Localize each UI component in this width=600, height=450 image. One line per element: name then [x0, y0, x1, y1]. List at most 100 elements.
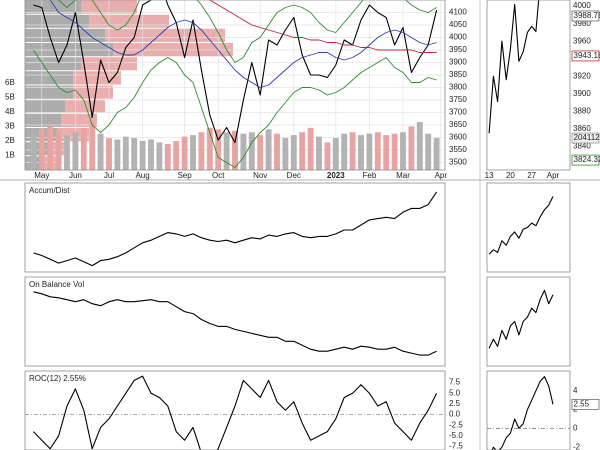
volume-bar	[30, 133, 37, 170]
volume-bar	[38, 129, 45, 170]
volume-bar	[324, 142, 331, 170]
x-tick-label: Nov	[253, 171, 267, 180]
volume-bar	[97, 133, 104, 170]
x-tick-label: May	[34, 171, 49, 180]
panel	[487, 183, 570, 272]
volume-bar	[349, 132, 356, 170]
volume-bar	[374, 132, 381, 170]
volume-bar	[122, 136, 129, 170]
panel-title: On Balance Vol	[29, 280, 84, 289]
volume-by-price-up	[25, 43, 113, 57]
x-tick-label: Jun	[69, 171, 82, 180]
panel-background	[487, 0, 570, 170]
panel-background	[25, 277, 445, 366]
volume-bar	[190, 135, 196, 170]
volume-by-price-up	[25, 28, 105, 42]
y-tick-label: -5.0	[449, 431, 463, 440]
volume-by-price-up	[25, 71, 73, 85]
panel-border	[486, 370, 571, 450]
x-tick-label: 2023	[327, 171, 345, 180]
volume-by-price-down	[105, 28, 225, 42]
y-tick-label: 5.0	[449, 388, 461, 397]
price-line	[33, 0, 438, 144]
volume-bar	[240, 133, 247, 170]
volume-bar	[64, 135, 70, 170]
x-tick-label: 13	[485, 171, 494, 180]
panel-background	[487, 277, 570, 366]
volume-tick-label: 2B	[5, 136, 15, 145]
value-marker-box	[571, 50, 600, 62]
value-marker-box	[571, 398, 600, 410]
y-tick-label: 3960	[573, 36, 591, 45]
volume-tick-label: 3B	[5, 122, 15, 131]
value-marker-box	[571, 10, 600, 22]
x-tick-label: Dec	[287, 171, 301, 180]
volume-bar	[131, 138, 138, 170]
x-tick-label: Mar	[396, 171, 410, 180]
volume-by-price-up	[25, 99, 65, 113]
y-tick-label: 3850	[449, 70, 467, 79]
y-tick-label: 3920	[573, 71, 591, 80]
volume-bar	[198, 132, 205, 170]
volume-bar	[265, 129, 272, 170]
price-line	[208, 0, 437, 53]
price-line	[33, 49, 437, 168]
y-tick-label: 3950	[449, 45, 467, 54]
x-tick-label: Oct	[212, 171, 225, 180]
volume-bar	[173, 140, 180, 170]
x-tick-label: Aug	[135, 171, 149, 180]
y-tick-label: 3900	[449, 58, 467, 67]
y-tick-label: 4000	[449, 33, 467, 42]
x-tick-label: Apr	[547, 171, 560, 180]
volume-bar	[257, 135, 264, 170]
volume-bar	[299, 132, 306, 170]
volume-tick-label: 1B	[5, 151, 15, 160]
panel-background	[25, 371, 445, 450]
volume-bar	[181, 136, 188, 170]
panel	[487, 277, 570, 366]
y-tick-label: 3980	[573, 19, 591, 28]
value-marker-box	[571, 154, 600, 166]
y-tick-label: 3650	[449, 120, 467, 129]
price-line	[33, 191, 438, 267]
y-tick-label: 3880	[573, 106, 591, 115]
price-line	[33, 291, 437, 356]
volume-bar	[358, 135, 364, 170]
volume-bar	[282, 138, 289, 170]
panel-border	[24, 182, 446, 273]
panel	[25, 277, 445, 366]
volume-label: 2041122	[574, 133, 600, 142]
volume-bar	[416, 122, 423, 170]
y-tick-label: 3600	[449, 133, 467, 142]
volume-bar	[114, 139, 121, 170]
volume-bar	[156, 142, 163, 170]
y-tick-label: 2.5	[449, 399, 461, 408]
volume-by-price-up	[25, 57, 81, 71]
x-tick-label: Feb	[363, 171, 377, 180]
y-tick-label: -7.5	[449, 442, 463, 450]
volume-by-price-down	[65, 99, 105, 113]
volume-bar	[316, 136, 322, 170]
y-tick-label: 0.0	[449, 410, 461, 419]
volume-bar	[232, 130, 238, 170]
panel-border	[24, 370, 446, 450]
value-marker-label: 3824.32	[574, 155, 600, 164]
volume-bar	[433, 138, 440, 170]
value-marker-label: 3988.78	[574, 11, 600, 20]
panel-title: Accum/Dist	[29, 186, 70, 195]
volume-bar	[408, 126, 415, 170]
volume-bar	[400, 132, 406, 170]
volume-bar	[148, 139, 154, 170]
y-tick-label: 4100	[449, 8, 467, 17]
price-line	[488, 0, 540, 134]
volume-bar	[139, 140, 146, 170]
volume-bar	[47, 126, 54, 170]
volume-bar	[248, 132, 255, 170]
volume-bar	[215, 129, 222, 170]
price-line	[488, 196, 554, 255]
price-line	[49, 0, 437, 88]
y-tick-label: 3550	[449, 145, 467, 154]
y-tick-label: 3860	[573, 124, 591, 133]
panel	[25, 183, 445, 272]
